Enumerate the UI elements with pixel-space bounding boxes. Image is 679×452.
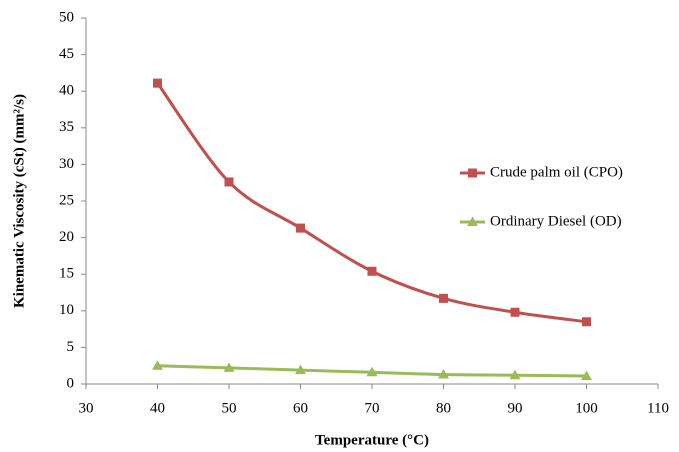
x-tick-label: 50 (222, 400, 237, 416)
x-tick-label: 90 (508, 400, 523, 416)
y-tick-label: 10 (59, 302, 74, 318)
y-tick-label: 30 (59, 156, 74, 172)
marker (224, 177, 234, 187)
legend-label: Crude palm oil (CPO) (490, 164, 623, 180)
marker (509, 369, 521, 380)
marker (367, 266, 377, 276)
y-tick-label: 35 (59, 119, 74, 135)
legend-label: Ordinary Diesel (OD) (490, 213, 622, 229)
y-tick-label: 25 (59, 192, 74, 208)
marker (582, 317, 591, 327)
x-tick-label: 40 (150, 400, 165, 416)
marker (510, 307, 520, 317)
marker (153, 78, 162, 88)
marker (438, 368, 449, 379)
x-axis-title: Temperature (°C) (315, 432, 429, 448)
y-tick-label: 45 (59, 46, 74, 62)
y-tick-label: 15 (59, 266, 74, 282)
x-tick-label: 30 (79, 400, 94, 416)
marker (439, 293, 448, 303)
y-tick-label: 50 (59, 9, 74, 25)
y-tick-label: 5 (67, 339, 75, 355)
x-tick-label: 60 (293, 400, 308, 416)
x-tick-label: 110 (647, 400, 669, 416)
marker (366, 366, 378, 377)
marker (296, 223, 305, 233)
series-line (156, 82, 587, 324)
x-tick-label: 80 (436, 400, 451, 416)
y-tick-label: 0 (67, 375, 75, 391)
y-tick-label: 20 (59, 229, 74, 245)
marker (581, 370, 592, 380)
y-axis-title: Kinematic Viscosity (cSt) (mm²/s) (11, 94, 27, 308)
marker (295, 364, 306, 375)
x-tick-label: 100 (575, 400, 598, 416)
marker (223, 362, 235, 372)
y-tick-label: 40 (59, 83, 74, 99)
marker (468, 168, 477, 178)
marker (152, 360, 163, 370)
marker (467, 216, 478, 226)
x-tick-label: 70 (365, 400, 380, 416)
